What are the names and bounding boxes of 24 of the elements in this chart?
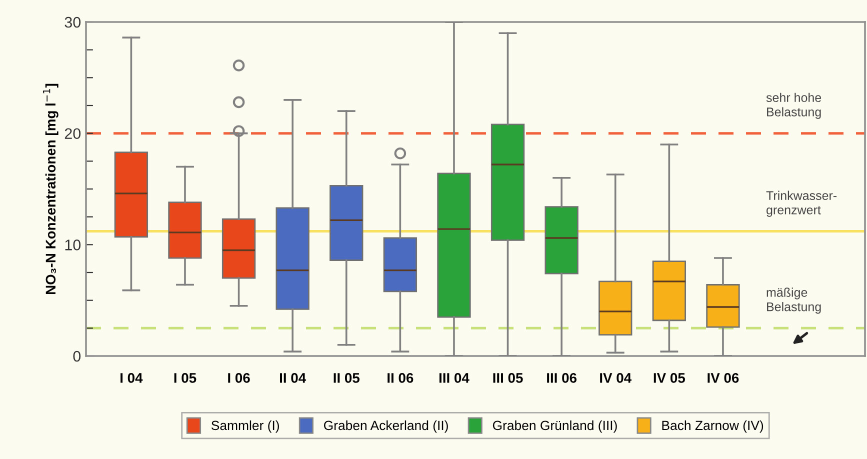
legend-label: Graben Grünland (III) <box>492 420 617 433</box>
legend-label: Bach Zarnow (IV) <box>662 420 764 433</box>
x-tick-label: III 04 <box>439 373 470 383</box>
x-tick-label: I 04 <box>120 373 143 383</box>
x-tick-label: IV 04 <box>600 373 632 383</box>
x-tick-label: I 06 <box>228 373 250 383</box>
x-tick-label: II 06 <box>388 373 414 383</box>
x-tick-label: IV 05 <box>654 373 686 383</box>
x-tick-label: II 05 <box>334 373 360 383</box>
x-tick-label: I 05 <box>174 373 196 383</box>
x-tick-label: II 04 <box>280 373 306 383</box>
ref-line-label: sehr hohe Belastung <box>766 92 822 119</box>
legend-label: Graben Ackerland (II) <box>324 420 448 433</box>
legend-label: Sammler (I) <box>211 420 279 433</box>
y-tick-label: 10 <box>65 240 81 250</box>
ref-line-label: mäßige Belastung <box>766 288 821 314</box>
x-tick-label: III 05 <box>493 373 523 383</box>
y-tick-label: 20 <box>64 128 81 140</box>
ref-line-label: Trinkwasser- grenzwert <box>766 190 837 217</box>
y-axis-title: NO₃-N Konzentrationen [mg l$^{−1}$] <box>43 84 58 294</box>
y-tick-label: 0 <box>73 350 81 362</box>
x-tick-label: IV 06 <box>708 373 739 383</box>
x-tick-label: III 06 <box>547 373 577 383</box>
y-tick-label: 30 <box>64 16 81 28</box>
